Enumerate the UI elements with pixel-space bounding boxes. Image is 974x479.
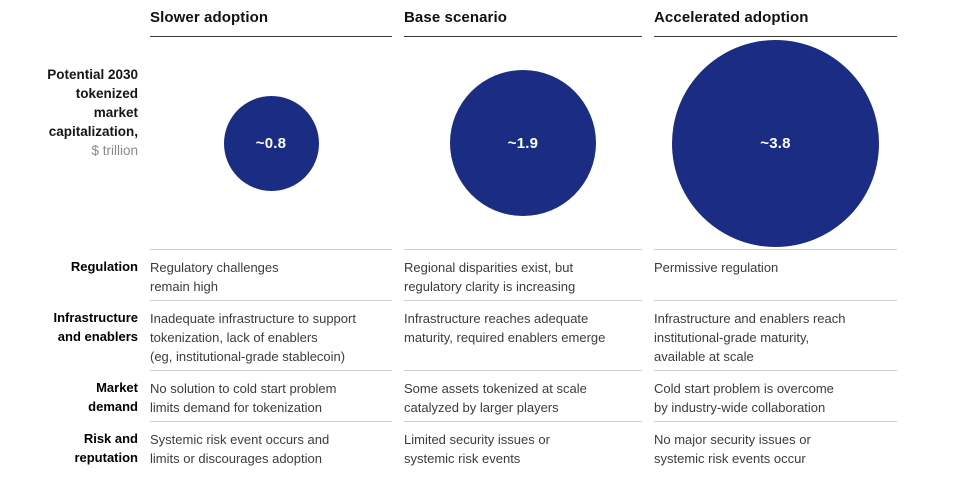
chart-title-text: Potential 2030 tokenized market capitali… (47, 67, 138, 139)
column-header-slower-adoption: Slower adoption (150, 0, 392, 37)
bubble-cell-slower: ~0.8 (150, 37, 392, 249)
chart-unit-label: $ trillion (91, 143, 138, 158)
row-label-infrastructure-and-enablers: Infrastructure and enablers (53, 310, 138, 344)
bubble-cell-base: ~1.9 (404, 37, 642, 249)
table-cell: Regulatory challenges remain high (150, 249, 392, 300)
table-cell: Regional disparities exist, but regulato… (404, 249, 642, 300)
scenario-exhibit: Slower adoption Base scenario Accelerate… (0, 0, 897, 472)
table-cell: Infrastructure and enablers reach instit… (654, 300, 897, 370)
row-label-regulation: Regulation (70, 259, 138, 274)
table-cell: Some assets tokenized at scale catalyzed… (404, 370, 642, 421)
bubble-value-label: ~1.9 (507, 134, 539, 152)
row-label-risk-and-reputation: Risk and reputation (74, 431, 138, 465)
column-header-accelerated-adoption: Accelerated adoption (654, 0, 897, 37)
table-cell: Cold start problem is overcome by indust… (654, 370, 897, 421)
scenario-bubble: ~3.8 (672, 39, 879, 247)
table-cell: No major security issues or systemic ris… (654, 421, 897, 472)
table-cell: Systemic risk event occurs and limits or… (150, 421, 392, 472)
table-cell: Limited security issues or systemic risk… (404, 421, 642, 472)
scenario-bubble: ~1.9 (450, 70, 596, 216)
bubble-value-label: ~0.8 (255, 134, 287, 152)
chart-axis-label: Potential 2030 tokenized market capitali… (0, 37, 138, 249)
column-header-base-scenario: Base scenario (404, 0, 642, 37)
table-cell: Inadequate infrastructure to support tok… (150, 300, 392, 370)
table-cell: Infrastructure reaches adequate maturity… (404, 300, 642, 370)
row-label-market-demand: Market demand (88, 380, 138, 414)
scenario-bubble: ~0.8 (223, 95, 319, 191)
bubble-cell-accelerated: ~3.8 (654, 37, 897, 249)
table-cell: Permissive regulation (654, 249, 897, 300)
bubble-value-label: ~3.8 (760, 134, 791, 152)
header-spacer (0, 0, 138, 37)
table-cell: No solution to cold start problem limits… (150, 370, 392, 421)
